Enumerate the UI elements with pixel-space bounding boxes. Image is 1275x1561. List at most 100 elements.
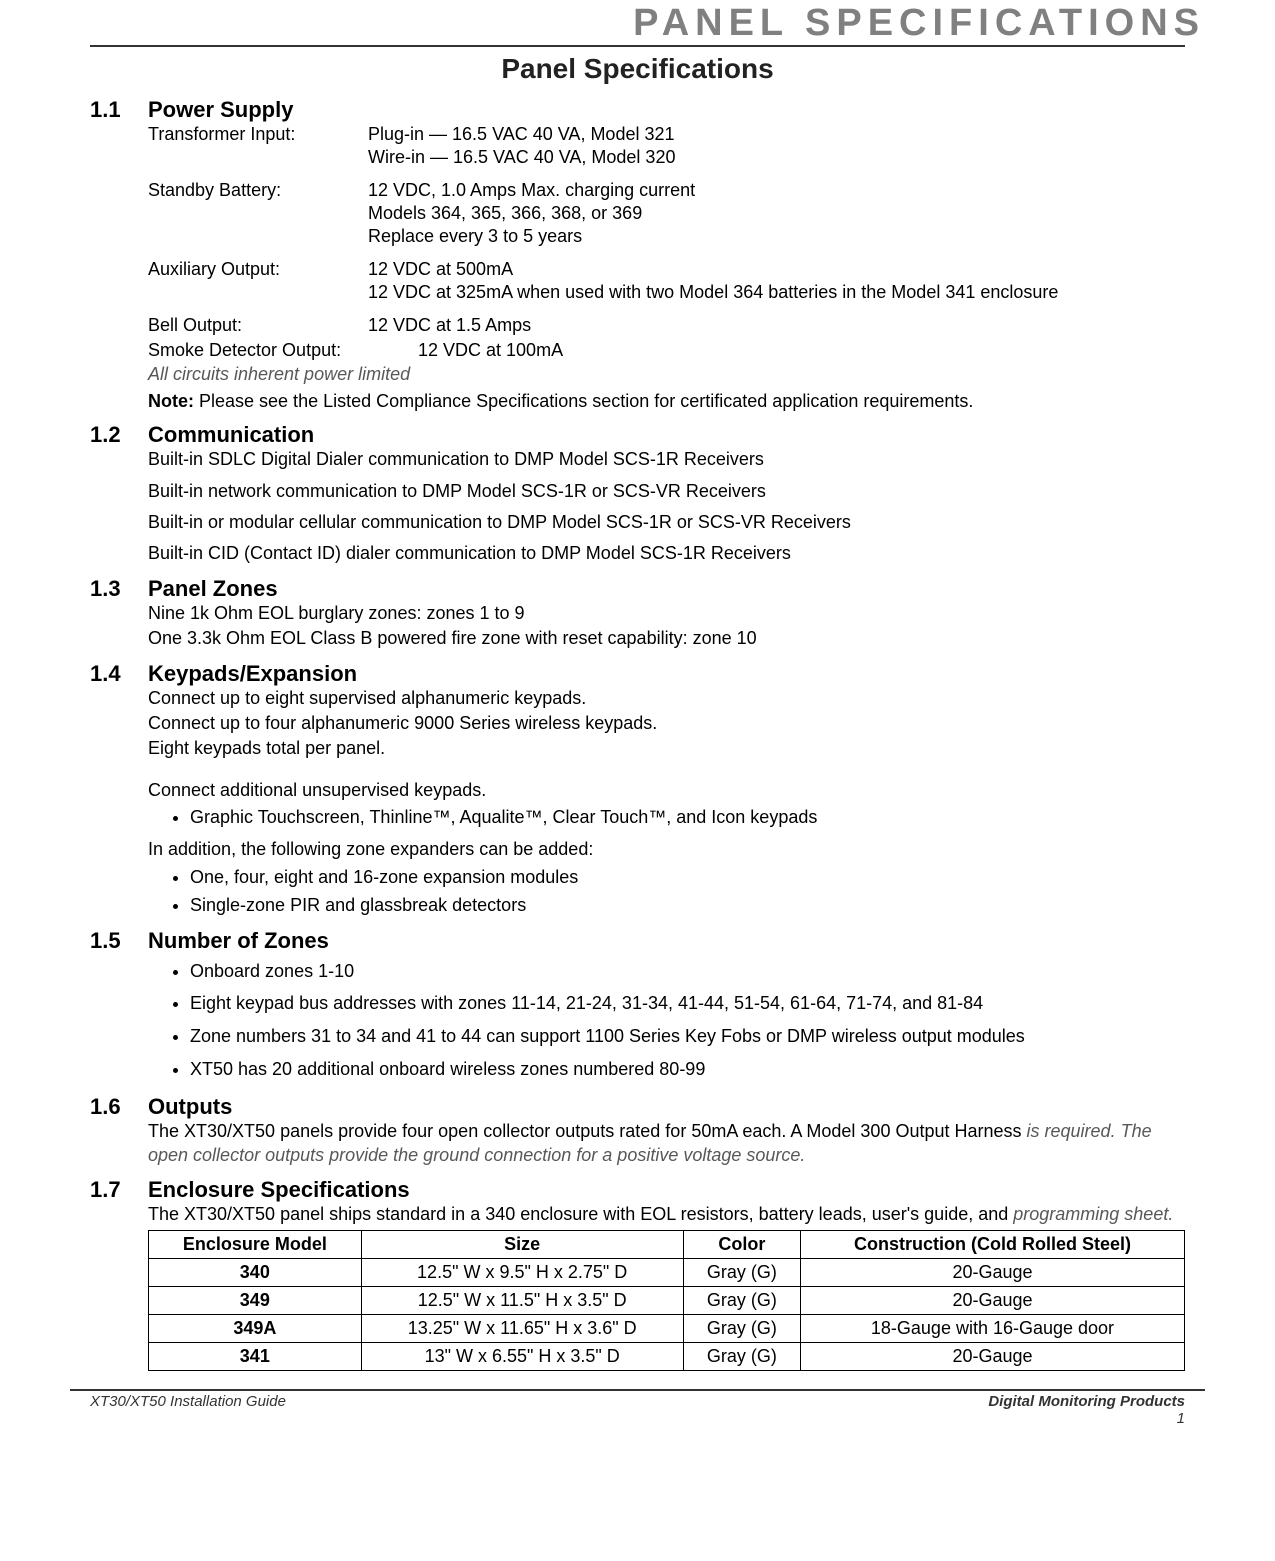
cell-size: 12.5" W x 9.5" H x 2.75" D	[361, 1259, 683, 1287]
cell-size: 12.5" W x 11.5" H x 3.5" D	[361, 1287, 683, 1315]
list-item: Single-zone PIR and glassbreak detectors	[190, 892, 1185, 918]
section-enclosure-specs: 1.7 Enclosure Specifications The XT30/XT…	[90, 1177, 1185, 1371]
section-number: 1.7	[90, 1177, 130, 1203]
spec-value: Models 364, 365, 366, 368, or 369	[368, 202, 1185, 225]
spec-transformer: Transformer Input: Plug-in — 16.5 VAC 40…	[148, 123, 1185, 169]
zones-bullets: Onboard zones 1-10 Eight keypad bus addr…	[148, 956, 1185, 1084]
comm-line: Built-in or modular cellular communicati…	[148, 511, 1185, 534]
footer-right: Digital Monitoring Products 1	[988, 1393, 1185, 1427]
keypads-line: Connect up to eight supervised alphanume…	[148, 687, 1185, 710]
keypads-line: Connect up to four alphanumeric 9000 Ser…	[148, 712, 1185, 735]
cell-size: 13.25" W x 11.65" H x 3.6" D	[361, 1315, 683, 1343]
spec-auxiliary-output: Auxiliary Output: 12 VDC at 500mA 12 VDC…	[148, 258, 1185, 304]
cell-color: Gray (G)	[683, 1315, 800, 1343]
table-row: 349A 13.25" W x 11.65" H x 3.6" D Gray (…	[149, 1315, 1185, 1343]
section-number: 1.2	[90, 422, 130, 448]
cell-construction: 20-Gauge	[800, 1343, 1184, 1371]
cell-construction: 18-Gauge with 16-Gauge door	[800, 1315, 1184, 1343]
cell-construction: 20-Gauge	[800, 1287, 1184, 1315]
spec-value: 12 VDC at 100mA	[418, 339, 1185, 362]
section-communication: 1.2 Communication Built-in SDLC Digital …	[90, 422, 1185, 566]
section-title: Number of Zones	[148, 928, 329, 954]
cell-color: Gray (G)	[683, 1259, 800, 1287]
section-number: 1.5	[90, 928, 130, 954]
section-title: Enclosure Specifications	[148, 1177, 410, 1203]
footer-rule	[70, 1389, 1205, 1391]
spec-label: Standby Battery:	[148, 179, 368, 248]
cell-construction: 20-Gauge	[800, 1259, 1184, 1287]
outputs-paragraph: The XT30/XT50 panels provide four open c…	[148, 1120, 1185, 1167]
section-number: 1.6	[90, 1094, 130, 1120]
page-number: 1	[988, 1410, 1185, 1427]
section-title: Power Supply	[148, 97, 293, 123]
section-number-of-zones: 1.5 Number of Zones Onboard zones 1-10 E…	[90, 928, 1185, 1084]
cell-model: 349	[149, 1287, 362, 1315]
section-title: Keypads/Expansion	[148, 661, 357, 687]
list-item: Graphic Touchscreen, Thinline™, Aqualite…	[190, 804, 1185, 830]
spec-label: Bell Output:	[148, 314, 368, 337]
spec-value: Wire-in — 16.5 VAC 40 VA, Model 320	[368, 146, 1185, 169]
footer-left: XT30/XT50 Installation Guide	[90, 1393, 286, 1427]
section-number: 1.3	[90, 576, 130, 602]
spec-value: 12 VDC at 325mA when used with two Model…	[368, 281, 1185, 304]
table-row: 349 12.5" W x 11.5" H x 3.5" D Gray (G) …	[149, 1287, 1185, 1315]
expanders-bullets: One, four, eight and 16-zone expansion m…	[148, 864, 1185, 918]
page-title: Panel Specifications	[90, 53, 1185, 85]
comm-line: Built-in SDLC Digital Dialer communicati…	[148, 448, 1185, 471]
section-number: 1.4	[90, 661, 130, 687]
cell-size: 13" W x 6.55" H x 3.5" D	[361, 1343, 683, 1371]
section-power-supply: 1.1 Power Supply Transformer Input: Plug…	[90, 97, 1185, 412]
list-item: Zone numbers 31 to 34 and 41 to 44 can s…	[190, 1021, 1185, 1052]
section-title: Panel Zones	[148, 576, 278, 602]
spec-value: 12 VDC at 500mA	[368, 258, 1185, 281]
section-number: 1.1	[90, 97, 130, 123]
table-row: 340 12.5" W x 9.5" H x 2.75" D Gray (G) …	[149, 1259, 1185, 1287]
section-panel-zones: 1.3 Panel Zones Nine 1k Ohm EOL burglary…	[90, 576, 1185, 651]
cell-color: Gray (G)	[683, 1287, 800, 1315]
spec-smoke-output: Smoke Detector Output: 12 VDC at 100mA	[148, 339, 1185, 362]
document-page: PANEL SPECIFICATIONS Panel Specification…	[0, 2, 1275, 1561]
list-item: Eight keypad bus addresses with zones 11…	[190, 988, 1185, 1019]
section-title: Communication	[148, 422, 314, 448]
spec-value: Replace every 3 to 5 years	[368, 225, 1185, 248]
keypads-line: Connect additional unsupervised keypads.	[148, 779, 1185, 802]
spec-label: Auxiliary Output:	[148, 258, 368, 304]
section-title: Outputs	[148, 1094, 232, 1120]
spec-label: Smoke Detector Output:	[148, 339, 418, 362]
cell-color: Gray (G)	[683, 1343, 800, 1371]
table-header-row: Enclosure Model Size Color Construction …	[149, 1231, 1185, 1259]
list-item: XT50 has 20 additional onboard wireless …	[190, 1054, 1185, 1085]
zones-line: Nine 1k Ohm EOL burglary zones: zones 1 …	[148, 602, 1185, 625]
keypads-line: Eight keypads total per panel.	[148, 737, 1185, 760]
col-header: Color	[683, 1231, 800, 1259]
header-banner: PANEL SPECIFICATIONS	[90, 2, 1205, 45]
cell-model: 340	[149, 1259, 362, 1287]
keypads-line: In addition, the following zone expander…	[148, 838, 1185, 861]
spec-bell-output: Bell Output: 12 VDC at 1.5 Amps	[148, 314, 1185, 337]
list-item: One, four, eight and 16-zone expansion m…	[190, 864, 1185, 890]
col-header: Size	[361, 1231, 683, 1259]
list-item: Onboard zones 1-10	[190, 956, 1185, 987]
section-outputs: 1.6 Outputs The XT30/XT50 panels provide…	[90, 1094, 1185, 1167]
page-footer: XT30/XT50 Installation Guide Digital Mon…	[90, 1393, 1185, 1427]
keypads-bullets: Graphic Touchscreen, Thinline™, Aqualite…	[148, 804, 1185, 830]
col-header: Construction (Cold Rolled Steel)	[800, 1231, 1184, 1259]
enclosure-table: Enclosure Model Size Color Construction …	[148, 1230, 1185, 1371]
enclosure-intro: The XT30/XT50 panel ships standard in a …	[148, 1203, 1185, 1226]
compliance-note: Note: Please see the Listed Compliance S…	[148, 391, 1185, 412]
table-row: 341 13" W x 6.55" H x 3.5" D Gray (G) 20…	[149, 1343, 1185, 1371]
spec-standby-battery: Standby Battery: 12 VDC, 1.0 Amps Max. c…	[148, 179, 1185, 248]
zones-line: One 3.3k Ohm EOL Class B powered fire zo…	[148, 627, 1185, 650]
col-header: Enclosure Model	[149, 1231, 362, 1259]
comm-line: Built-in CID (Contact ID) dialer communi…	[148, 542, 1185, 565]
cell-model: 341	[149, 1343, 362, 1371]
header-rule	[90, 45, 1185, 47]
inherent-power-note: All circuits inherent power limited	[148, 364, 1185, 385]
cell-model: 349A	[149, 1315, 362, 1343]
spec-value: 12 VDC at 1.5 Amps	[368, 314, 1185, 337]
spec-label: Transformer Input:	[148, 123, 368, 169]
spec-value: 12 VDC, 1.0 Amps Max. charging current	[368, 179, 1185, 202]
section-keypads-expansion: 1.4 Keypads/Expansion Connect up to eigh…	[90, 661, 1185, 918]
comm-line: Built-in network communication to DMP Mo…	[148, 480, 1185, 503]
spec-value: Plug-in — 16.5 VAC 40 VA, Model 321	[368, 123, 1185, 146]
